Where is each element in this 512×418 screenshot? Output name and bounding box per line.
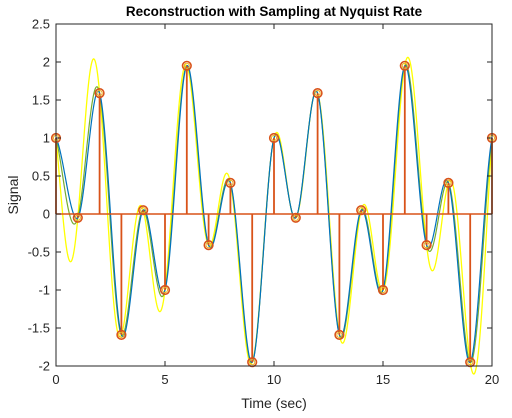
sample-marker	[72, 212, 83, 223]
y-tick-label: 0	[43, 207, 50, 222]
sample-marker-inner	[445, 179, 452, 186]
sample-marker-inner	[249, 359, 256, 366]
x-tick-label: 0	[52, 372, 59, 387]
sample-marker	[247, 357, 258, 368]
sample-marker-inner	[423, 242, 430, 249]
y-tick-label: 1	[43, 131, 50, 146]
sample-marker-inner	[401, 62, 408, 69]
sample-marker-inner	[314, 90, 321, 97]
sample-marker-inner	[118, 331, 125, 338]
x-tick-label: 20	[485, 372, 499, 387]
x-tick-label: 10	[267, 372, 281, 387]
x-tick-label: 5	[161, 372, 168, 387]
y-tick-label: 2.5	[32, 17, 50, 32]
y-tick-label: 1.5	[32, 93, 50, 108]
sample-marker	[290, 212, 301, 223]
sample-marker	[465, 357, 476, 368]
sample-marker	[203, 240, 214, 251]
tick-layer: 0 5 10 15 20 -2 -1.5 -1 -0.5 0 0.5 1 1.5 2 2.5	[28, 17, 500, 388]
sample-marker	[312, 88, 323, 99]
sample-marker	[94, 88, 105, 99]
sample-marker	[138, 205, 149, 216]
y-tick-label: -0.5	[28, 245, 50, 260]
sample-marker-inner	[227, 179, 234, 186]
sample-marker	[268, 132, 280, 144]
sample-marker-inner	[74, 214, 81, 221]
x-tick-label: 15	[376, 372, 390, 387]
x-axis-label: Time (sec)	[241, 395, 307, 411]
y-tick-label: -1.5	[28, 321, 50, 336]
sample-marker	[421, 240, 432, 251]
sample-marker-inner	[358, 207, 365, 214]
sample-marker-inner	[270, 134, 278, 142]
sample-marker-inner	[96, 90, 103, 97]
sample-marker	[377, 284, 389, 296]
sample-marker-inner	[205, 242, 212, 249]
y-axis-label: Signal	[5, 176, 21, 215]
y-tick-label: -1	[38, 283, 50, 298]
y-tick-label: 0.5	[32, 169, 50, 184]
sample-marker	[116, 329, 127, 340]
sample-marker	[443, 177, 454, 188]
sample-marker-inner	[183, 62, 190, 69]
sample-marker-inner	[140, 207, 147, 214]
sample-marker-inner	[161, 286, 169, 294]
sample-marker	[334, 329, 345, 340]
sample-marker-inner	[467, 359, 474, 366]
sample-marker	[399, 60, 410, 71]
sample-marker	[225, 177, 236, 188]
sample-marker-inner	[336, 331, 343, 338]
sample-marker	[356, 205, 367, 216]
chart-title: Reconstruction with Sampling at Nyquist …	[126, 4, 423, 19]
sample-marker-inner	[379, 286, 387, 294]
sample-marker	[159, 284, 171, 296]
y-tick-label: 2	[43, 55, 50, 70]
sample-marker	[181, 60, 192, 71]
sample-marker-inner	[292, 214, 299, 221]
y-tick-label: -2	[38, 359, 50, 374]
